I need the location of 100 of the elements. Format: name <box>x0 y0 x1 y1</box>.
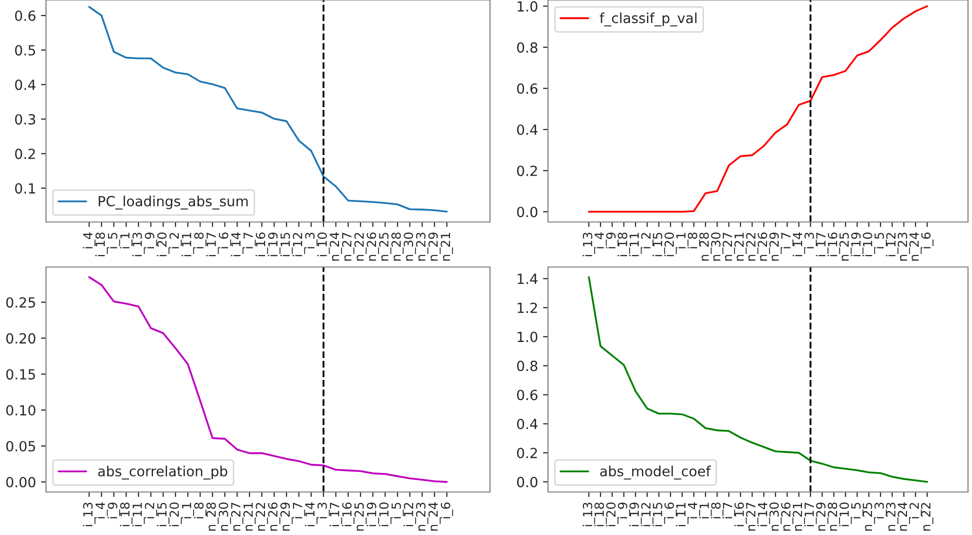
x-tick-label: i_3 <box>317 502 330 518</box>
x-tick-label: i_20 <box>156 232 170 256</box>
x-tick-label: i_8 <box>194 232 206 248</box>
x-tick-label: n_29 <box>280 502 293 531</box>
x-tick-label: i_15 <box>156 502 170 526</box>
x-tick-label: n_25 <box>354 502 367 531</box>
x-tick-label: i_16 <box>342 502 354 526</box>
y-tick-label: 0.2 <box>15 148 35 160</box>
x-tick-label: i_19 <box>850 232 864 256</box>
x-tick-label: i_14 <box>758 502 770 526</box>
x-tick-label: i_11 <box>629 232 642 256</box>
x-tick-label: i_9 <box>144 232 158 248</box>
x-tick-label: i_18 <box>120 502 132 526</box>
x-tick-label: i_8 <box>710 502 724 518</box>
y-tick-label: 0.8 <box>517 360 538 372</box>
x-tick-label: i_6 <box>920 232 934 248</box>
y-tick-label: 0.8 <box>517 42 538 53</box>
x-tick-label: i_2 <box>909 502 922 518</box>
x-tick-label: i_1 <box>120 232 132 248</box>
x-tick-label: n_21 <box>734 232 747 261</box>
x-tick-label: n_26 <box>758 232 770 261</box>
x-tick-label: n_28 <box>206 502 219 531</box>
x-tick-label: n_24 <box>909 232 922 261</box>
x-tick-label: i_3 <box>804 232 817 248</box>
x-tick-label: n_23 <box>886 502 898 531</box>
legend-label: f_classif_p_val <box>600 12 696 26</box>
x-tick-label: n_23 <box>416 502 428 531</box>
x-tick-label: i_5 <box>874 232 887 248</box>
x-tick-label: i_9 <box>606 232 618 248</box>
y-tick-label: 0.6 <box>517 390 538 400</box>
x-tick-label: n_21 <box>440 232 453 261</box>
x-tick-label: i_3 <box>874 502 887 518</box>
x-tick-label: i_2 <box>640 232 654 248</box>
x-tick-label: i_14 <box>792 232 806 256</box>
x-tick-label: i_9 <box>618 502 630 518</box>
x-tick-label: n_27 <box>342 232 354 261</box>
x-tick-label: i_12 <box>404 502 416 526</box>
x-tick-label: i_19 <box>629 502 642 526</box>
x-tick-label: n_22 <box>746 232 758 261</box>
x-tick-label: n_25 <box>379 232 392 261</box>
x-tick-label: n_21 <box>243 502 256 531</box>
y-tick-label: 0.4 <box>15 80 36 90</box>
x-tick-label: i_14 <box>230 232 244 256</box>
x-tick-label: i_18 <box>594 502 607 526</box>
x-tick-label: i_20 <box>664 232 677 256</box>
line-series <box>588 5 928 213</box>
x-tick-label: i_15 <box>652 232 666 256</box>
x-tick-label: n_22 <box>921 502 934 531</box>
x-tick-label: n_30 <box>404 232 416 261</box>
x-tick-label: i_1 <box>699 502 712 518</box>
x-tick-label: i_7 <box>243 232 256 248</box>
x-tick-label: i_7 <box>722 502 736 518</box>
x-tick-label: n_27 <box>231 502 244 531</box>
x-tick-label: i_17 <box>330 502 342 526</box>
y-tick-label: 1.0 <box>518 1 538 12</box>
x-tick-label: i_19 <box>366 502 380 526</box>
x-tick-label: n_25 <box>839 232 852 261</box>
x-tick-label: i_8 <box>688 232 700 248</box>
y-tick-label: 1.2 <box>518 302 537 313</box>
x-tick-label: i_4 <box>82 232 96 248</box>
x-tick-label: i_2 <box>169 232 182 248</box>
x-tick-label: i_5 <box>108 232 120 248</box>
x-tick-label: n_29 <box>769 232 782 261</box>
x-tick-label: i_10 <box>862 232 876 256</box>
y-tick-label: 0.6 <box>517 83 538 94</box>
x-tick-label: i_20 <box>169 502 182 526</box>
x-tick-label: i_18 <box>95 232 108 256</box>
x-tick-label: i_10 <box>839 502 852 526</box>
x-tick-label: n_27 <box>722 232 735 261</box>
y-tick-label: 0.4 <box>517 418 538 430</box>
x-tick-label: i_1 <box>182 502 194 518</box>
y-tick-label: 0.0 <box>517 206 538 218</box>
x-tick-label: n_24 <box>898 502 910 531</box>
x-tick-label: i_13 <box>582 502 596 526</box>
y-tick-label: 0.25 <box>6 297 36 308</box>
x-tick-label: i_17 <box>206 232 219 256</box>
legend-label: PC_loadings_abs_sum <box>98 196 248 210</box>
x-tick-label: n_23 <box>898 232 910 261</box>
x-tick-label: n_23 <box>416 232 428 261</box>
x-tick-label: n_24 <box>428 502 441 531</box>
x-tick-label: i_16 <box>256 232 268 256</box>
x-tick-label: i_2 <box>144 502 158 518</box>
x-tick-label: i_12 <box>886 232 898 256</box>
y-tick-label: 0.5 <box>15 45 36 56</box>
y-tick-label: 0.2 <box>517 448 537 458</box>
y-tick-label: 0.00 <box>6 476 36 488</box>
x-tick-label: n_29 <box>816 502 828 531</box>
x-tick-label: i_13 <box>82 502 96 526</box>
x-tick-label: i_7 <box>292 502 306 518</box>
x-tick-label: i_12 <box>640 502 654 526</box>
x-tick-label: i_7 <box>780 232 794 248</box>
x-tick-label: i_14 <box>304 502 318 526</box>
x-tick-label: n_30 <box>218 502 231 531</box>
x-tick-label: i_5 <box>850 502 864 518</box>
x-tick-label: n_24 <box>330 232 342 261</box>
x-tick-label: i_5 <box>391 502 404 518</box>
x-tick-label: i_16 <box>734 502 747 526</box>
y-tick-label: 0.4 <box>517 124 538 135</box>
x-tick-label: i_10 <box>317 232 330 256</box>
x-tick-label: i_18 <box>618 232 630 256</box>
